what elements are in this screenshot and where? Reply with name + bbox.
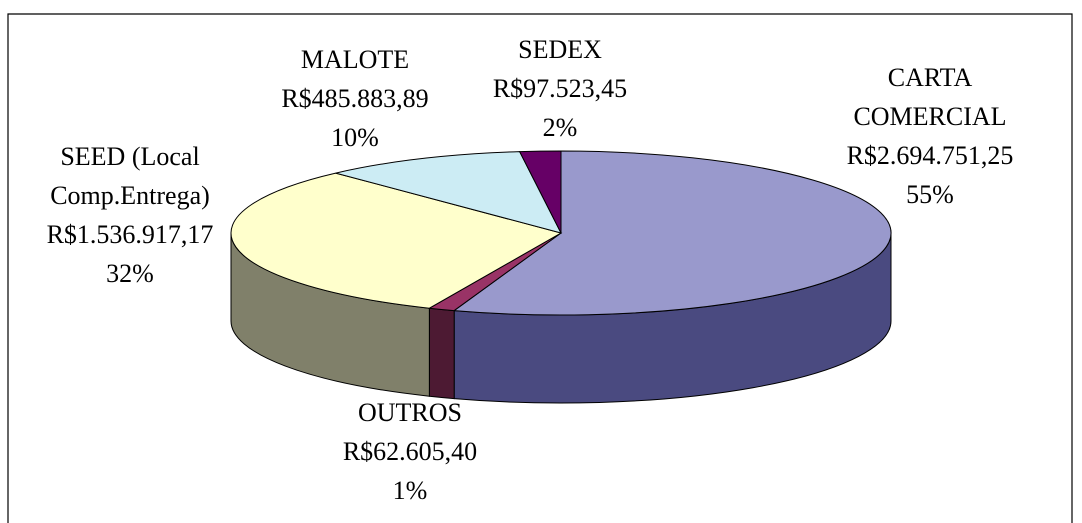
slice <box>452 150 892 316</box>
data-label: MALOTE R$485.883,89 10% <box>255 40 455 157</box>
slice-side <box>428 307 455 400</box>
percent-label: 32% <box>106 259 154 288</box>
value-label: R$485.883,89 <box>281 84 429 113</box>
percent-label: 2% <box>542 113 578 142</box>
category-label: MALOTE <box>300 45 410 74</box>
category-label: SEDEX <box>518 35 602 64</box>
value-label: R$97.523,45 <box>492 74 628 103</box>
percent-label: 10% <box>331 123 379 152</box>
value-label: R$2.694.751,25 <box>846 141 1014 170</box>
percent-label: 1% <box>392 476 428 505</box>
slice <box>518 150 562 234</box>
value-label: R$62.605,40 <box>342 437 478 466</box>
slice <box>335 151 562 234</box>
data-label: CARTA COMERCIAL R$2.694.751,25 55% <box>830 58 1030 214</box>
slice <box>230 172 563 309</box>
value-label: R$1.536.917,17 <box>46 220 214 249</box>
category-label: OUTROS <box>357 398 462 427</box>
data-label: SEED (Local Comp.Entrega) R$1.536.917,17 3… <box>20 137 240 293</box>
frame <box>7 13 1073 523</box>
category-label: SEED (Local Comp.Entrega) <box>50 142 210 210</box>
category-label: CARTA COMERCIAL <box>853 63 1007 131</box>
percent-label: 55% <box>906 180 954 209</box>
data-label: OUTROS R$62.605,40 1% <box>310 393 510 510</box>
data-label: SEDEX R$97.523,45 2% <box>460 30 660 147</box>
